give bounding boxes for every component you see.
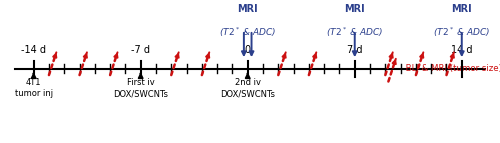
Text: ($T2^*$ & ADC): ($T2^*$ & ADC): [326, 26, 384, 39]
Text: 7 d: 7 d: [347, 45, 362, 55]
Text: First iv
DOX/SWCNTs: First iv DOX/SWCNTs: [113, 78, 168, 98]
Text: MRI: MRI: [452, 4, 472, 14]
Text: ($T2^*$ & ADC): ($T2^*$ & ADC): [219, 26, 276, 39]
Text: -7 d: -7 d: [131, 45, 150, 55]
Text: MRI: MRI: [238, 4, 258, 14]
Text: -14 d: -14 d: [21, 45, 46, 55]
Text: 14 d: 14 d: [451, 45, 472, 55]
Text: 2nd iv
DOX/SWCNTs: 2nd iv DOX/SWCNTs: [220, 78, 275, 98]
Text: : BLI & MRI (tumor size): : BLI & MRI (tumor size): [400, 64, 500, 73]
Text: MRI: MRI: [344, 4, 365, 14]
Text: 0: 0: [244, 45, 251, 55]
Text: ($T2^*$ & ADC): ($T2^*$ & ADC): [433, 26, 490, 39]
Text: 4T1
tumor inj: 4T1 tumor inj: [14, 78, 52, 98]
